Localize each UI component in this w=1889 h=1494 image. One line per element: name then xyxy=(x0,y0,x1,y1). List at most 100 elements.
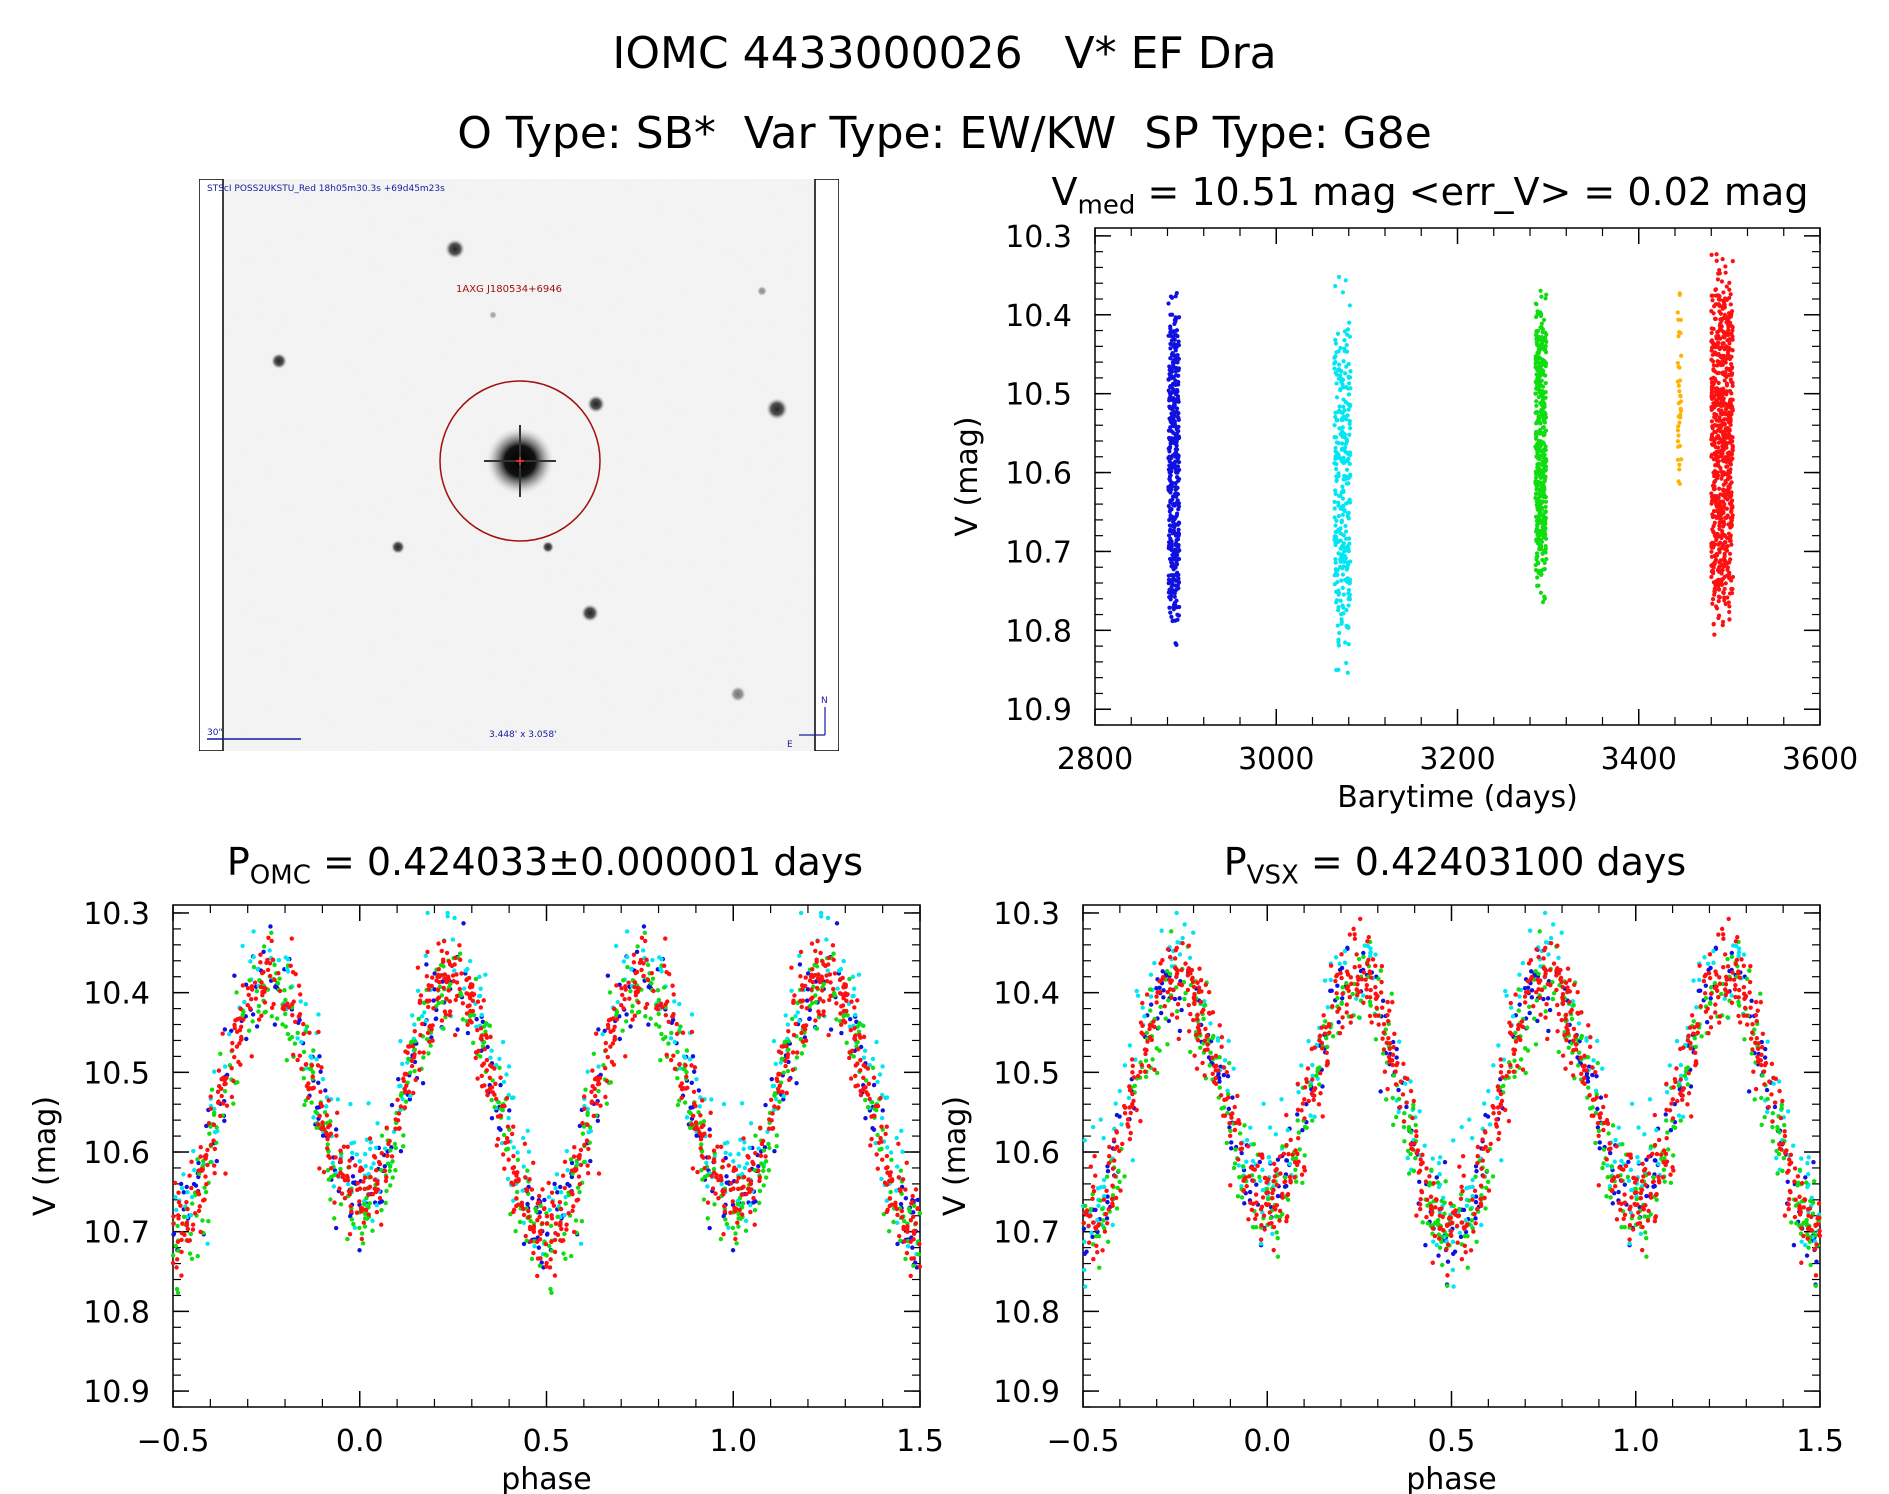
data-point xyxy=(473,1055,478,1061)
data-point xyxy=(1717,449,1722,454)
data-point xyxy=(1533,432,1538,437)
x-tick-label: 0.5 xyxy=(1428,1424,1476,1459)
data-point xyxy=(1711,621,1716,627)
data-point xyxy=(785,1068,791,1074)
data-point xyxy=(420,1081,426,1086)
data-point xyxy=(326,1098,331,1103)
data-point xyxy=(1721,386,1726,391)
data-point xyxy=(1380,998,1386,1004)
data-point xyxy=(719,1181,724,1187)
data-point xyxy=(658,1058,663,1063)
data-point xyxy=(295,1036,300,1041)
data-point xyxy=(515,1202,521,1207)
data-point xyxy=(702,1166,707,1171)
data-point xyxy=(1534,403,1539,408)
data-point xyxy=(692,1065,698,1070)
data-point xyxy=(1544,557,1549,562)
data-point xyxy=(534,1209,539,1214)
data-point xyxy=(1715,445,1721,450)
data-point xyxy=(728,1152,733,1157)
data-point xyxy=(1741,952,1747,957)
data-point xyxy=(712,1159,717,1164)
data-point xyxy=(679,1095,684,1100)
data-point xyxy=(883,1095,888,1101)
data-point xyxy=(628,1024,633,1029)
data-point xyxy=(429,983,434,989)
data-point xyxy=(683,1063,688,1068)
data-point xyxy=(1540,336,1545,341)
data-point xyxy=(1716,380,1721,386)
data-point xyxy=(1712,632,1717,637)
data-point xyxy=(254,1024,260,1029)
data-point xyxy=(346,1164,352,1170)
data-point xyxy=(504,1136,510,1141)
data-point xyxy=(1341,404,1346,409)
data-point xyxy=(744,1161,750,1166)
data-point xyxy=(674,1021,679,1027)
data-point xyxy=(308,1054,313,1059)
data-point xyxy=(447,962,453,967)
data-point xyxy=(1346,587,1352,593)
data-point xyxy=(889,1157,894,1163)
data-point xyxy=(1082,1138,1087,1143)
data-point xyxy=(244,1036,249,1042)
data-point xyxy=(593,1093,598,1099)
data-point xyxy=(1341,460,1347,465)
data-point xyxy=(1340,410,1345,415)
data-point xyxy=(1712,345,1718,350)
data-point xyxy=(558,1206,564,1212)
data-point xyxy=(1173,441,1178,446)
data-point xyxy=(898,1238,903,1243)
data-point xyxy=(1709,252,1714,257)
data-point xyxy=(1729,578,1734,583)
data-point xyxy=(1334,381,1339,386)
data-point xyxy=(1610,1201,1615,1206)
data-point xyxy=(635,989,641,995)
data-point xyxy=(1258,1241,1264,1246)
data-point xyxy=(1342,447,1347,453)
data-point xyxy=(1723,270,1728,275)
data-point xyxy=(1347,320,1352,325)
data-point xyxy=(760,1138,766,1144)
data-point xyxy=(1711,483,1716,488)
data-point xyxy=(1543,395,1548,400)
data-point xyxy=(1334,395,1340,400)
data-point xyxy=(1167,437,1172,442)
data-point xyxy=(1728,525,1733,530)
data-point xyxy=(1167,463,1172,468)
y-tick-label: 10.4 xyxy=(1005,299,1072,334)
y-tick-label: 10.7 xyxy=(83,1216,150,1251)
data-point xyxy=(908,1273,913,1279)
data-point xyxy=(382,1168,388,1174)
data-point xyxy=(497,1056,502,1062)
data-point xyxy=(1117,1088,1123,1094)
data-point xyxy=(1537,569,1542,574)
data-point xyxy=(1720,412,1725,417)
data-point xyxy=(176,1200,182,1205)
data-point xyxy=(902,1239,907,1244)
data-point xyxy=(550,1200,555,1205)
data-point xyxy=(1333,445,1338,451)
data-point xyxy=(686,1109,692,1115)
data-point xyxy=(894,1206,900,1212)
data-point xyxy=(513,1178,518,1184)
data-point xyxy=(188,1231,194,1237)
data-point xyxy=(581,1159,587,1165)
data-point xyxy=(794,1081,799,1086)
data-point xyxy=(1723,540,1728,545)
data-point xyxy=(315,1122,321,1127)
data-point xyxy=(1333,539,1338,544)
data-point xyxy=(1716,340,1721,345)
data-point xyxy=(548,1223,554,1229)
data-point xyxy=(488,1034,493,1040)
data-point xyxy=(544,1214,550,1219)
data-point xyxy=(1724,383,1730,388)
data-point xyxy=(417,998,423,1003)
data-point xyxy=(1723,412,1728,417)
data-point xyxy=(1473,1199,1479,1205)
data-point xyxy=(1715,508,1720,513)
data-point xyxy=(913,1187,919,1192)
data-point xyxy=(272,1022,278,1027)
data-point xyxy=(1543,373,1548,378)
data-point xyxy=(669,1030,674,1036)
